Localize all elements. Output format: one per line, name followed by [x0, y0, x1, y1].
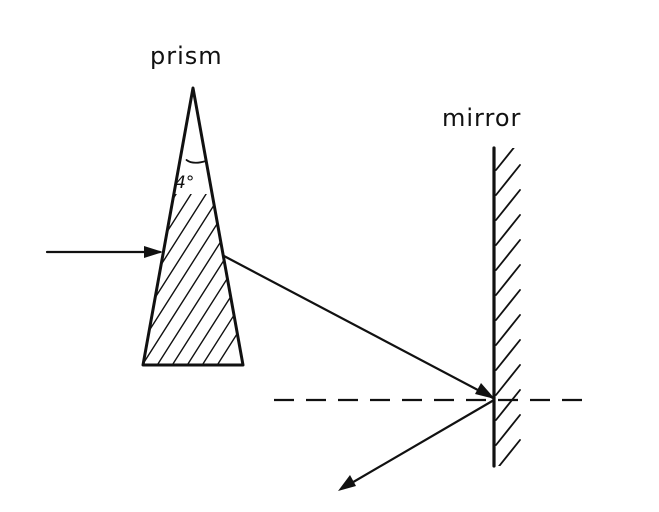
prism-angle-label: 4°: [175, 173, 194, 193]
incident-ray-arrowhead: [144, 246, 163, 258]
mirror-hatching: [495, 148, 521, 466]
reflected-ray-arrowhead: [338, 475, 356, 491]
prism-angle-arc: [185, 159, 207, 164]
prism-shape: [141, 86, 245, 367]
prism-hatching: [143, 179, 243, 365]
angle-label-background: [174, 164, 212, 194]
mirror-label: mirror: [442, 104, 521, 132]
reflected-ray: [341, 398, 496, 490]
refracted-ray-arrowhead: [475, 383, 495, 399]
prism-label: prism: [150, 42, 223, 70]
refracted-ray: [222, 254, 495, 400]
